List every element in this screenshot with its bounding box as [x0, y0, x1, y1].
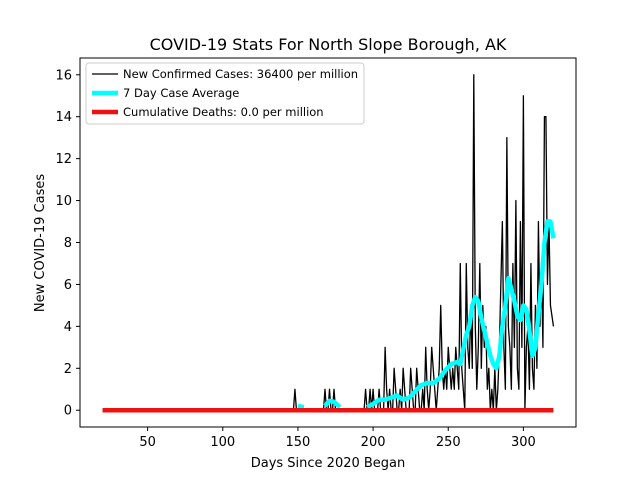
- y-axis-label: New COVID-19 Cases: [33, 174, 48, 312]
- y-tick-label: 0: [64, 404, 72, 419]
- legend: New Confirmed Cases: 36400 per million 7 …: [85, 62, 365, 125]
- y-tick-label: 6: [64, 278, 72, 293]
- x-tick-label: 250: [436, 435, 461, 450]
- average-line-segment: [366, 219, 556, 410]
- x-axis-label: Days Since 2020 Began: [251, 456, 406, 471]
- y-tick-label: 12: [55, 152, 72, 167]
- average-line-segment: [323, 398, 342, 409]
- legend-label: New Confirmed Cases: 36400 per million: [123, 67, 358, 81]
- y-tick-label: 8: [64, 236, 72, 251]
- series-seven-day-average: [297, 219, 556, 410]
- x-tick-label: 150: [286, 435, 311, 450]
- y-tick-label: 16: [55, 68, 72, 83]
- x-tick-label: 50: [139, 435, 156, 450]
- y-tick-label: 2: [64, 362, 72, 377]
- series-new-cases: [102, 74, 555, 411]
- y-tick-label: 10: [55, 194, 72, 209]
- x-tick-label: 300: [511, 435, 536, 450]
- x-tick-label: 100: [210, 435, 235, 450]
- x-tick-label: 200: [361, 435, 386, 450]
- y-tick-label: 4: [64, 320, 72, 335]
- legend-label: 7 Day Case Average: [123, 86, 239, 100]
- plot-area: 50 100 150 200 250 300 0 2 4 6 8 10 12 14 16: [55, 57, 577, 450]
- chart-title: COVID-19 Stats For North Slope Borough, …: [150, 35, 507, 54]
- y-tick-label: 14: [55, 110, 72, 125]
- legend-label: Cumulative Deaths: 0.0 per million: [123, 105, 324, 119]
- average-line-segment: [297, 403, 305, 410]
- legend-box: [85, 62, 365, 125]
- new-cases-line: [102, 74, 555, 411]
